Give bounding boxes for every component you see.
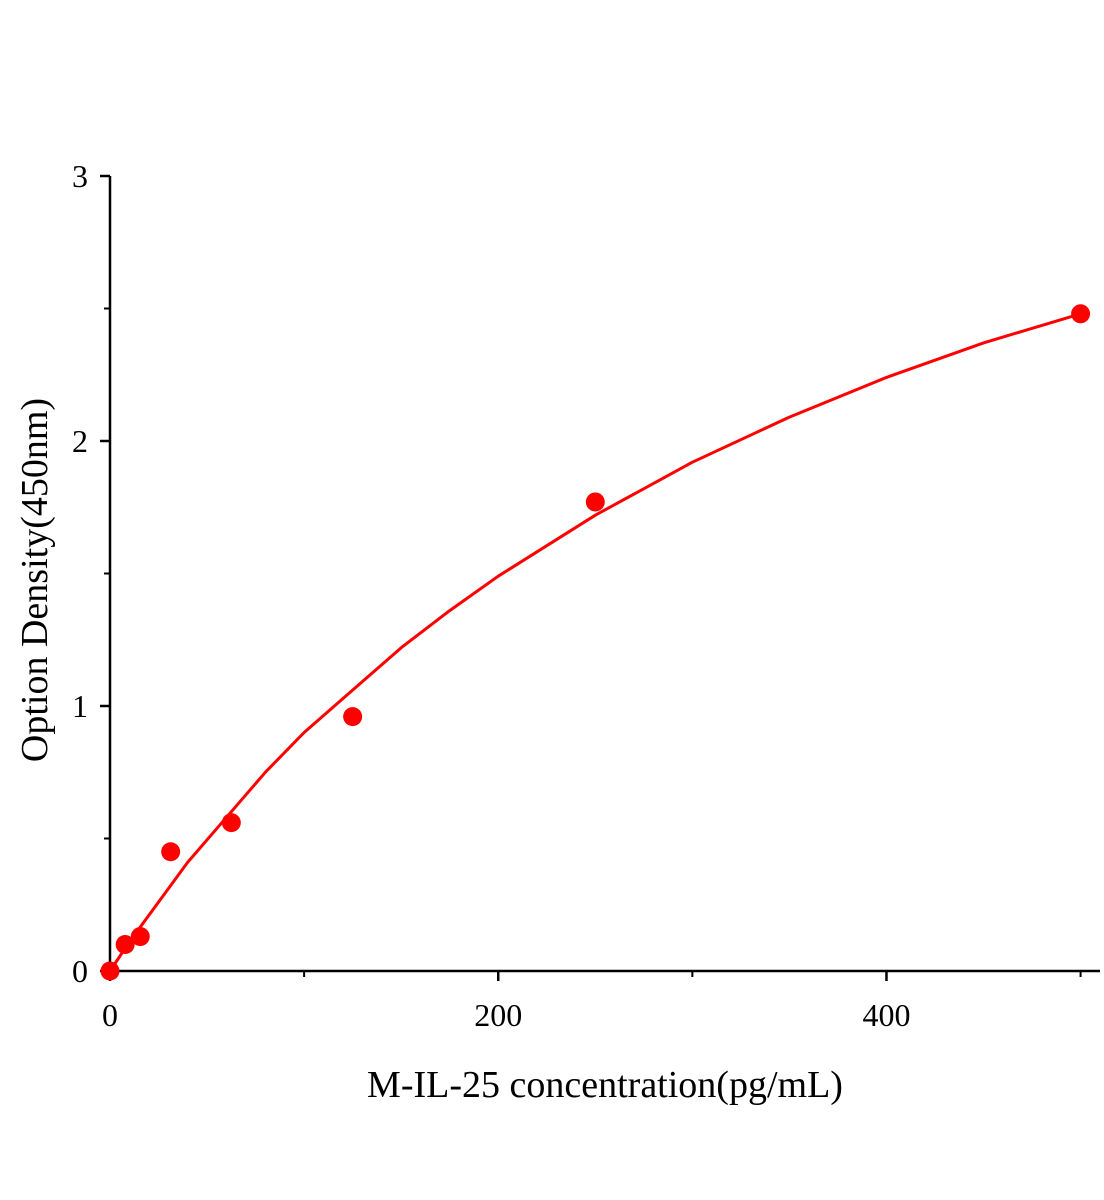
data-point [1071, 304, 1091, 324]
x-tick-label: 200 [474, 997, 522, 1033]
y-tick-label: 0 [72, 953, 88, 989]
fit-curve-group [108, 312, 1082, 972]
fit-curve [108, 312, 1082, 972]
y-tick-label: 1 [72, 688, 88, 724]
ticks: 0 200 400 0 1 2 3 [72, 158, 1082, 1033]
axes [108, 176, 1100, 973]
data-point [343, 707, 363, 727]
data-point [115, 935, 135, 954]
data-points [100, 304, 1091, 981]
y-axis-label: Option Density(450nm) [14, 398, 56, 762]
data-point [130, 927, 150, 947]
x-tick-label: 0 [102, 997, 118, 1033]
y-tick-label: 3 [72, 158, 88, 194]
x-axis-label: M-IL-25 concentration(pg/mL) [367, 1064, 843, 1106]
data-point [585, 492, 605, 512]
data-point [221, 813, 241, 833]
data-point [161, 842, 181, 862]
data-point [100, 961, 120, 981]
y-tick-label: 2 [72, 423, 88, 459]
x-tick-label: 400 [862, 997, 910, 1033]
